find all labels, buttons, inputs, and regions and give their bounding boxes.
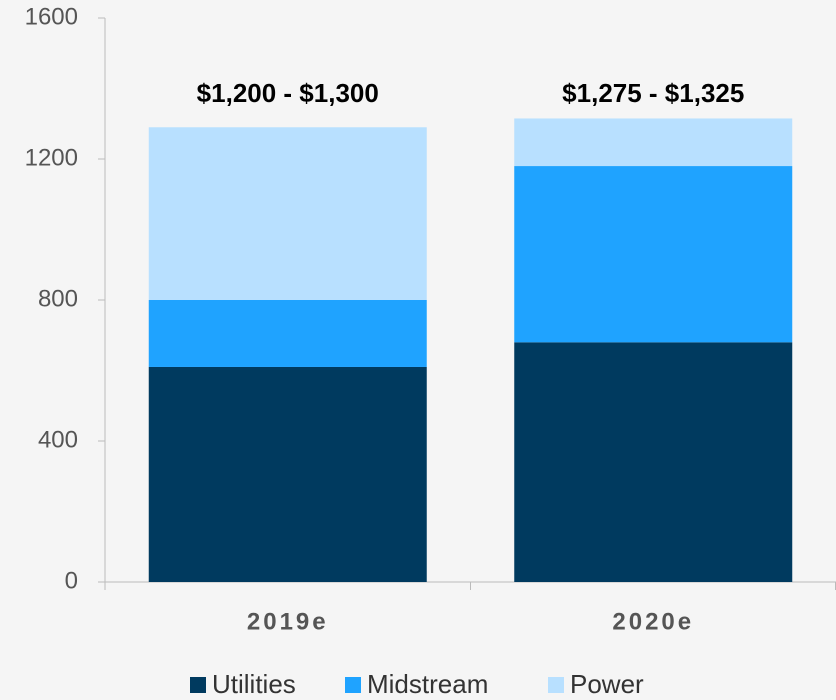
y-tick-label: 1600 <box>25 3 78 30</box>
legend-label: Utilities <box>212 669 296 699</box>
bar-segment <box>148 366 427 582</box>
bar-segment <box>148 300 427 367</box>
x-tick-label: 2019e <box>247 608 329 635</box>
y-tick-label: 0 <box>65 567 78 594</box>
bar-segment <box>514 118 793 167</box>
legend-swatch <box>548 677 564 693</box>
range-label: $1,275 - $1,325 <box>562 78 744 108</box>
y-tick-label: 400 <box>38 426 78 453</box>
legend-swatch <box>190 677 206 693</box>
legend-label: Power <box>570 669 644 699</box>
x-tick-label: 2020e <box>612 608 694 635</box>
legend-label: Midstream <box>367 669 488 699</box>
range-label: $1,200 - $1,300 <box>197 78 379 108</box>
bar-segment <box>514 166 793 343</box>
legend-swatch <box>345 677 361 693</box>
y-tick-label: 800 <box>38 285 78 312</box>
bar-segment <box>148 127 427 301</box>
y-tick-label: 1200 <box>25 144 78 171</box>
bar-segment <box>514 342 793 582</box>
